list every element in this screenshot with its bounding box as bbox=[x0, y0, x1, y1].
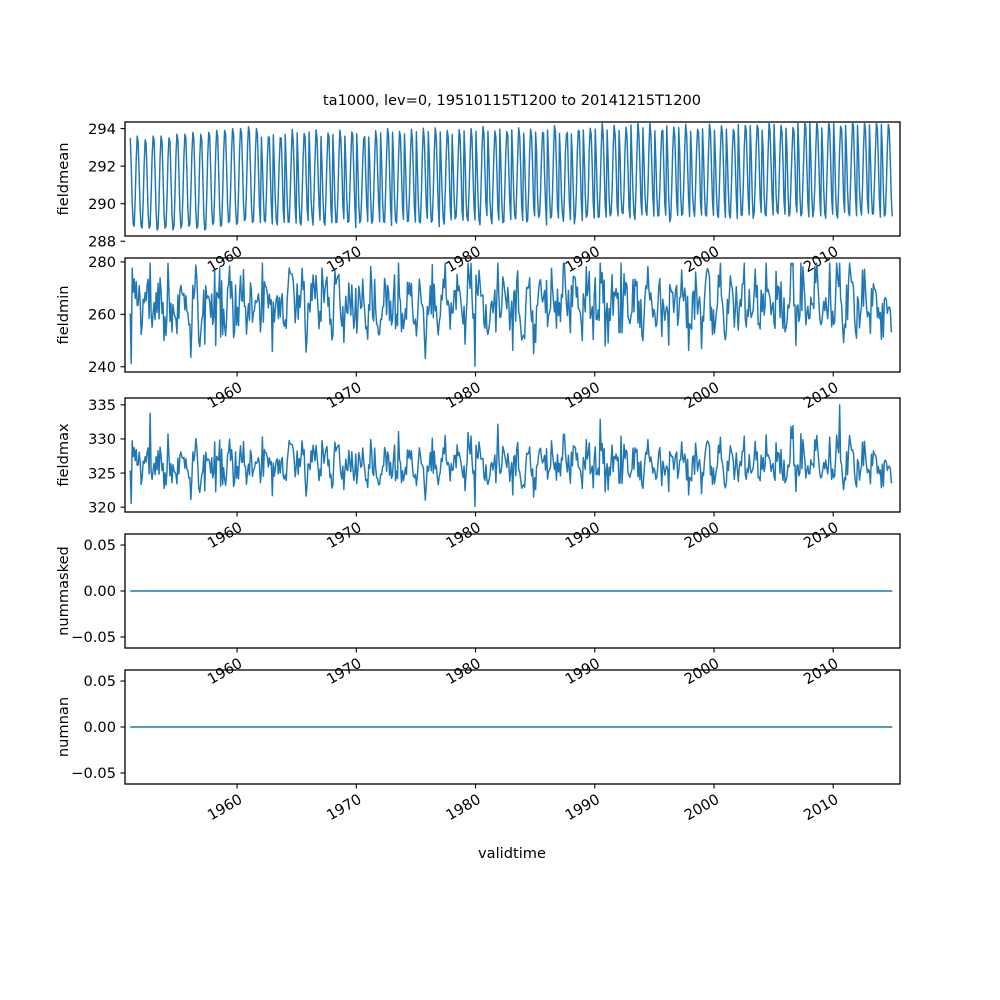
y-tick-label: −0.05 bbox=[71, 765, 116, 782]
x-tick-label: 1990 bbox=[562, 791, 603, 824]
y-axis-label-numnan: numnan bbox=[55, 697, 72, 757]
x-tick-label: 1990 bbox=[562, 519, 603, 552]
subplot-numnan: −0.05 0.00 0.05 1960 1970 1980 1990 2000 2010 num… bbox=[55, 669, 901, 862]
x-tick-label: 2000 bbox=[682, 519, 723, 552]
x-tick-label: 2000 bbox=[682, 243, 723, 276]
x-tick-label: 1970 bbox=[324, 519, 365, 552]
y-tick-label: 0.00 bbox=[84, 719, 117, 736]
x-tick-label: 1960 bbox=[205, 243, 246, 276]
x-tick-label: 2000 bbox=[682, 791, 723, 824]
y-tick-label: 0.00 bbox=[84, 583, 117, 600]
x-tick-label: 2000 bbox=[682, 655, 723, 688]
x-tick-label: 2010 bbox=[801, 379, 842, 412]
series-line-fieldmin bbox=[129, 262, 893, 367]
x-tick-label: 1980 bbox=[443, 379, 484, 412]
x-tick-label: 1970 bbox=[324, 655, 365, 688]
x-tick-label: 1990 bbox=[562, 655, 603, 688]
y-tick-label: 292 bbox=[88, 158, 116, 175]
axes-frame bbox=[124, 397, 901, 513]
y-tick-label: 330 bbox=[88, 431, 116, 448]
x-tick-label: 2010 bbox=[801, 243, 842, 276]
x-tick-label: 2010 bbox=[801, 519, 842, 552]
y-tick-label: 290 bbox=[88, 196, 116, 213]
y-tick-label: 0.05 bbox=[84, 537, 117, 554]
y-axis-label-fieldmax: fieldmax bbox=[55, 423, 72, 487]
y-tick-label: 0.05 bbox=[84, 673, 117, 690]
x-tick-label: 1960 bbox=[205, 519, 246, 552]
x-tick-label: 1970 bbox=[324, 379, 365, 412]
figure-title: ta1000, lev=0, 19510115T1200 to 20141215… bbox=[323, 92, 701, 109]
y-tick-label: −0.05 bbox=[71, 629, 116, 646]
x-tick-label: 1990 bbox=[562, 379, 603, 412]
series-line-fieldmax bbox=[129, 404, 893, 508]
axes-frame bbox=[124, 121, 901, 237]
subplot-fieldmax: 320 325 330 335 1960 1970 1980 1990 2000 2010 fiel… bbox=[55, 397, 901, 552]
axes-frame bbox=[124, 257, 901, 373]
y-tick-label: 280 bbox=[88, 254, 116, 271]
x-tick-label: 1980 bbox=[443, 243, 484, 276]
x-axis-label: validtime bbox=[478, 845, 546, 862]
series-line-fieldmean bbox=[129, 122, 894, 231]
y-axis-label-nummasked: nummasked bbox=[55, 546, 72, 636]
x-tick-label: 1960 bbox=[205, 655, 246, 688]
y-axis-label-fieldmin: fieldmin bbox=[55, 285, 72, 344]
y-axis-label-fieldmean: fieldmean bbox=[55, 143, 72, 216]
y-tick-label: 335 bbox=[88, 397, 116, 414]
x-tick-label: 2000 bbox=[682, 379, 723, 412]
y-tick-label: 294 bbox=[88, 121, 116, 138]
x-tick-label: 1960 bbox=[205, 379, 246, 412]
y-tick-label: 240 bbox=[88, 359, 116, 376]
y-tick-label: 320 bbox=[88, 499, 116, 516]
subplot-fieldmean: 288 290 292 294 1960 1970 1980 1990 2000 2010 fiel… bbox=[55, 121, 901, 276]
x-tick-label: 1980 bbox=[443, 655, 484, 688]
x-tick-label: 1980 bbox=[443, 519, 484, 552]
x-tick-label: 2010 bbox=[801, 791, 842, 824]
x-tick-label: 1970 bbox=[324, 243, 365, 276]
x-tick-label: 1970 bbox=[324, 791, 365, 824]
x-tick-label: 2010 bbox=[801, 655, 842, 688]
y-tick-label: 260 bbox=[88, 307, 116, 324]
x-tick-label: 1980 bbox=[443, 791, 484, 824]
subplot-fieldmin: 240 260 280 1960 1970 1980 1990 2000 2010 fieldmi… bbox=[55, 254, 901, 412]
subplot-nummasked: −0.05 0.00 0.05 1960 1970 1980 1990 2000 2010 num… bbox=[55, 533, 901, 688]
x-tick-label: 1990 bbox=[562, 243, 603, 276]
y-tick-label: 325 bbox=[88, 465, 116, 482]
x-tick-label: 1960 bbox=[205, 791, 246, 824]
y-tick-label: 288 bbox=[88, 233, 116, 250]
